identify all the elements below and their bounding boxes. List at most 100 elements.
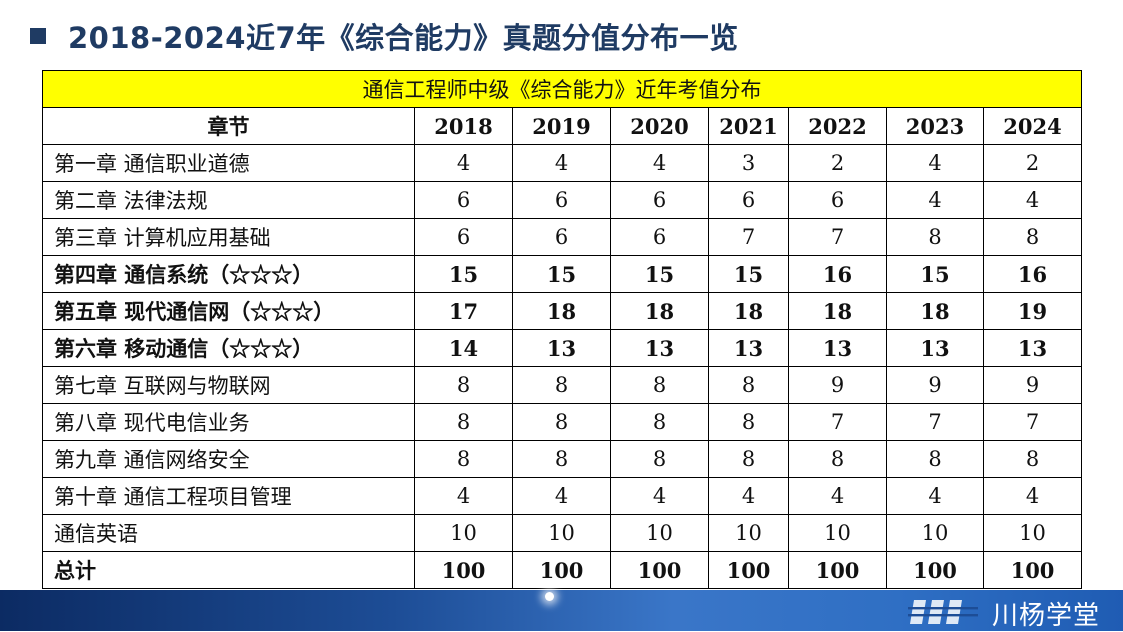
score-cell: 10 bbox=[886, 514, 984, 552]
chapter-cell: 第九章 通信网络安全 bbox=[42, 440, 415, 478]
score-cell: 18 bbox=[610, 292, 709, 330]
score-cell: 4 bbox=[983, 181, 1082, 219]
score-cell: 4 bbox=[512, 477, 611, 515]
slide-title-bar: 2018-2024近7年《综合能力》真题分值分布一览 bbox=[30, 14, 739, 58]
table-row: 第九章 通信网络安全 8 8 8 8 8 8 8 bbox=[42, 440, 1082, 478]
table-body: 第一章 通信职业道德 4 4 4 3 2 4 2 第二章 法律法规 6 6 6 6 6 4 4 第三章 计算机应… bbox=[42, 144, 1082, 589]
chapter-cell: 第七章 互联网与物联网 bbox=[42, 366, 415, 404]
header-year: 2018 bbox=[414, 107, 513, 145]
score-cell: 4 bbox=[610, 144, 709, 182]
score-cell: 8 bbox=[788, 440, 887, 478]
score-cell: 14 bbox=[414, 329, 513, 367]
score-cell: 100 bbox=[512, 551, 611, 589]
header-year: 2022 bbox=[788, 107, 887, 145]
score-cell: 4 bbox=[610, 477, 709, 515]
score-cell: 8 bbox=[983, 440, 1082, 478]
chapter-cell: 第六章 移动通信（☆☆☆） bbox=[42, 329, 415, 367]
score-cell: 10 bbox=[414, 514, 513, 552]
score-cell: 13 bbox=[886, 329, 984, 367]
score-cell: 10 bbox=[983, 514, 1082, 552]
table-row: 第二章 法律法规 6 6 6 6 6 4 4 bbox=[42, 181, 1082, 219]
score-cell: 4 bbox=[512, 144, 611, 182]
chapter-cell: 第十章 通信工程项目管理 bbox=[42, 477, 415, 515]
score-cell: 16 bbox=[983, 255, 1082, 293]
table-row: 第一章 通信职业道德 4 4 4 3 2 4 2 bbox=[42, 144, 1082, 182]
chapter-cell: 通信英语 bbox=[42, 514, 415, 552]
slide-title: 2018-2024近7年《综合能力》真题分值分布一览 bbox=[68, 21, 739, 55]
score-cell: 6 bbox=[610, 218, 709, 256]
score-cell: 8 bbox=[610, 403, 709, 441]
score-cell: 6 bbox=[610, 181, 709, 219]
header-year: 2021 bbox=[708, 107, 789, 145]
chapter-cell: 第一章 通信职业道德 bbox=[42, 144, 415, 182]
score-cell: 6 bbox=[512, 181, 611, 219]
score-cell: 4 bbox=[414, 477, 513, 515]
table-row: 第十章 通信工程项目管理 4 4 4 4 4 4 4 bbox=[42, 477, 1082, 515]
brand-name: 川杨学堂 bbox=[992, 601, 1101, 631]
score-cell: 9 bbox=[983, 366, 1082, 404]
glow-dot bbox=[545, 592, 554, 601]
table-row: 第五章 现代通信网（☆☆☆） 17 18 18 18 18 18 19 bbox=[42, 292, 1082, 330]
table-caption: 通信工程师中级《综合能力》近年考值分布 bbox=[42, 70, 1082, 108]
table-header-row: 章节 2018 2019 2020 2021 2022 2023 2024 bbox=[42, 107, 1082, 145]
score-cell: 15 bbox=[414, 255, 513, 293]
score-cell: 9 bbox=[788, 366, 887, 404]
score-cell: 8 bbox=[610, 440, 709, 478]
table-row: 总计 100 100 100 100 100 100 100 bbox=[42, 551, 1082, 589]
score-cell: 4 bbox=[708, 477, 789, 515]
score-cell: 100 bbox=[788, 551, 887, 589]
score-cell: 15 bbox=[708, 255, 789, 293]
score-cell: 8 bbox=[414, 366, 513, 404]
score-cell: 15 bbox=[610, 255, 709, 293]
score-cell: 4 bbox=[983, 477, 1082, 515]
score-cell: 18 bbox=[788, 292, 887, 330]
table-row: 第七章 互联网与物联网 8 8 8 8 9 9 9 bbox=[42, 366, 1082, 404]
score-cell: 100 bbox=[414, 551, 513, 589]
score-cell: 18 bbox=[512, 292, 611, 330]
score-cell: 16 bbox=[788, 255, 887, 293]
score-cell: 100 bbox=[610, 551, 709, 589]
score-cell: 17 bbox=[414, 292, 513, 330]
header-year: 2020 bbox=[610, 107, 709, 145]
chapter-cell: 第四章 通信系统（☆☆☆） bbox=[42, 255, 415, 293]
score-cell: 15 bbox=[886, 255, 984, 293]
score-cell: 2 bbox=[983, 144, 1082, 182]
score-cell: 100 bbox=[708, 551, 789, 589]
score-cell: 10 bbox=[708, 514, 789, 552]
chapter-cell: 第二章 法律法规 bbox=[42, 181, 415, 219]
square-bullet-icon bbox=[30, 28, 46, 44]
table-row: 第八章 现代电信业务 8 8 8 8 7 7 7 bbox=[42, 403, 1082, 441]
score-cell: 13 bbox=[983, 329, 1082, 367]
score-cell: 7 bbox=[886, 403, 984, 441]
score-cell: 6 bbox=[788, 181, 887, 219]
score-cell: 19 bbox=[983, 292, 1082, 330]
score-cell: 6 bbox=[414, 218, 513, 256]
header-year: 2024 bbox=[983, 107, 1082, 145]
score-cell: 4 bbox=[886, 477, 984, 515]
score-cell: 3 bbox=[708, 144, 789, 182]
score-cell: 8 bbox=[512, 440, 611, 478]
score-cell: 4 bbox=[886, 181, 984, 219]
score-cell: 8 bbox=[886, 440, 984, 478]
score-cell: 6 bbox=[708, 181, 789, 219]
score-cell: 8 bbox=[610, 366, 709, 404]
score-cell: 7 bbox=[788, 218, 887, 256]
score-cell: 6 bbox=[512, 218, 611, 256]
chapter-cell: 第三章 计算机应用基础 bbox=[42, 218, 415, 256]
score-cell: 8 bbox=[886, 218, 984, 256]
score-cell: 4 bbox=[886, 144, 984, 182]
chapter-cell: 总计 bbox=[42, 551, 415, 589]
score-cell: 8 bbox=[512, 366, 611, 404]
score-cell: 4 bbox=[414, 144, 513, 182]
score-cell: 10 bbox=[512, 514, 611, 552]
score-cell: 10 bbox=[788, 514, 887, 552]
brand-logo-icon bbox=[908, 600, 978, 624]
score-cell: 15 bbox=[512, 255, 611, 293]
score-cell: 9 bbox=[886, 366, 984, 404]
table-row: 第三章 计算机应用基础 6 6 6 7 7 8 8 bbox=[42, 218, 1082, 256]
chapter-cell: 第八章 现代电信业务 bbox=[42, 403, 415, 441]
score-cell: 100 bbox=[983, 551, 1082, 589]
score-distribution-table: 通信工程师中级《综合能力》近年考值分布 章节 2018 2019 2020 2021 20… bbox=[42, 70, 1082, 589]
chapter-cell: 第五章 现代通信网（☆☆☆） bbox=[42, 292, 415, 330]
score-cell: 13 bbox=[788, 329, 887, 367]
